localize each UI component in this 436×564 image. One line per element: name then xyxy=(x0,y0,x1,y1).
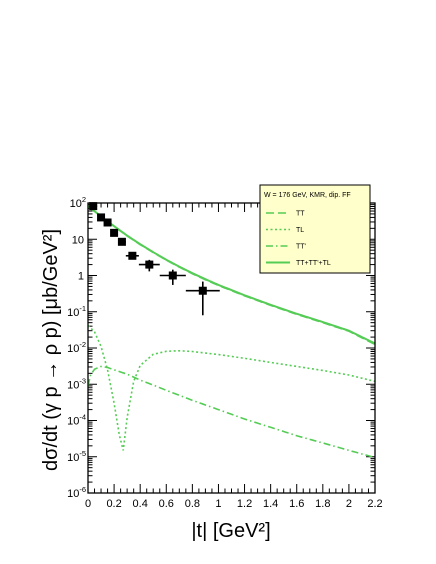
y-tick-label: 10-6 xyxy=(67,485,86,500)
data-points xyxy=(89,202,220,316)
legend-label-0: TT xyxy=(296,211,305,218)
x-tick-label: 0.8 xyxy=(185,498,200,510)
axis-ticks xyxy=(87,202,376,494)
legend-label-2: TT' xyxy=(296,244,306,251)
y-tick-label: 10-3 xyxy=(67,376,86,391)
legend-box xyxy=(259,184,371,274)
x-tick-label: 1.6 xyxy=(289,498,304,510)
model-curves xyxy=(88,205,375,459)
x-tick-label: 0.6 xyxy=(159,498,174,510)
y-tick-label: 1 xyxy=(78,271,84,283)
x-tick-label: 1.2 xyxy=(237,498,252,510)
x-tick-label: 1 xyxy=(215,498,221,510)
data-point xyxy=(89,202,98,211)
legend: W = 176 GeV, KMR, dip. FF TT TL TT' TT+TT'+… xyxy=(259,184,371,274)
y-tick-label: 10-2 xyxy=(67,340,86,355)
y-tick-label: 10-1 xyxy=(67,304,86,319)
x-tick-label: 1.8 xyxy=(315,498,330,510)
data-point xyxy=(128,251,137,260)
x-tick-label: 1.4 xyxy=(263,498,278,510)
series-line-1 xyxy=(88,324,375,451)
series-line-3 xyxy=(88,205,375,345)
plot-frame xyxy=(87,202,376,494)
legend-label-1: TL xyxy=(296,227,304,234)
x-tick-label: 0.4 xyxy=(133,498,148,510)
y-tick-label: 10-4 xyxy=(67,413,86,428)
data-point xyxy=(117,237,126,246)
data-point xyxy=(97,213,106,222)
x-tick-label: 0 xyxy=(85,498,91,510)
legend-title: W = 176 GeV, KMR, dip. FF xyxy=(264,192,351,199)
y-tick-label: 10 xyxy=(72,234,84,246)
data-point xyxy=(145,260,154,269)
x-axis-title: |t| [GeV²] xyxy=(191,520,270,542)
x-tick-label: 0.2 xyxy=(106,498,121,510)
legend-label-3: TT+TT'+TL xyxy=(296,260,331,267)
data-point xyxy=(198,286,207,295)
y-axis-title: dσ/dt (γ p → ρ p) [μb/GeV²] xyxy=(40,229,62,471)
data-point xyxy=(168,271,177,280)
y-tick-label: 102 xyxy=(70,195,86,210)
data-point xyxy=(110,228,119,237)
x-tick-label: 2 xyxy=(346,498,352,510)
data-point xyxy=(103,218,112,227)
x-tick-label: 2.2 xyxy=(367,498,382,510)
y-tick-label: 10-5 xyxy=(67,449,86,464)
series-line-2 xyxy=(88,365,375,459)
tick-labels: 0 0.2 0.4 0.6 0.8 1 1.2 1.4 1.6 1.8 2 2.2 10-6 10-5 10… xyxy=(67,195,383,510)
